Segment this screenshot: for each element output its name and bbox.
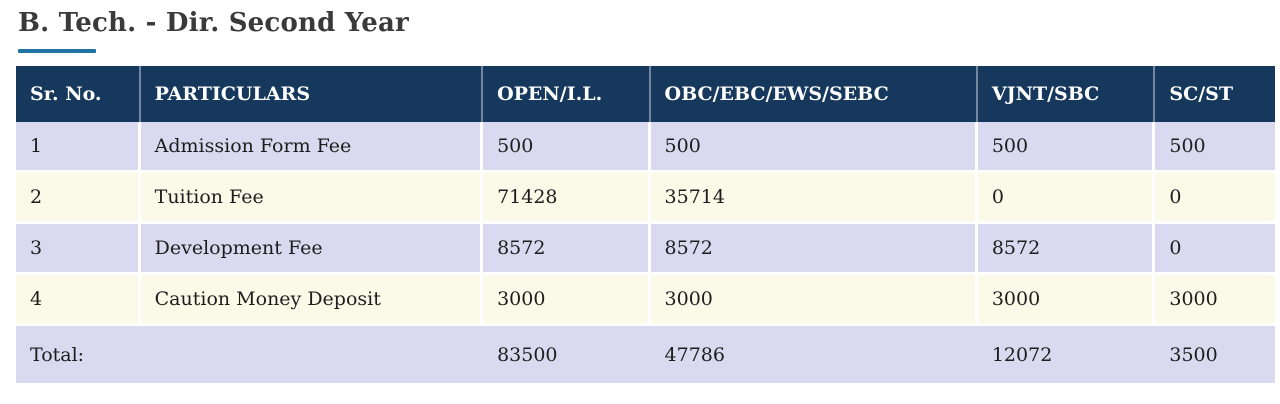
table-row: 1 Admission Form Fee 500 500 500 500 xyxy=(16,122,1275,173)
fee-cell: 3000 xyxy=(977,275,1156,326)
table-row: 2 Tuition Fee 71428 35714 0 0 xyxy=(16,173,1275,224)
fee-cell: 8572 xyxy=(977,224,1156,275)
fee-cell: 3000 xyxy=(1155,275,1275,326)
column-header-sc-st: SC/ST xyxy=(1155,66,1275,122)
particulars-cell: Development Fee xyxy=(140,224,484,275)
fee-cell: 0 xyxy=(1155,224,1275,275)
sr-no-cell: 3 xyxy=(16,224,141,275)
fee-cell: 500 xyxy=(483,122,651,173)
fee-cell: 500 xyxy=(650,122,978,173)
fees-table-container: Sr. No. PARTICULARS OPEN/I.L. OBC/EBC/EW… xyxy=(16,66,1275,383)
fee-cell: 3000 xyxy=(483,275,651,326)
page-title: B. Tech. - Dir. Second Year xyxy=(18,8,409,38)
column-header-particulars: PARTICULARS xyxy=(140,66,484,122)
total-row: Total: 83500 47786 12072 3500 xyxy=(16,326,1275,383)
fee-cell: 71428 xyxy=(483,173,651,224)
fee-cell: 500 xyxy=(977,122,1156,173)
fees-table: Sr. No. PARTICULARS OPEN/I.L. OBC/EBC/EW… xyxy=(16,66,1275,383)
fee-cell: 500 xyxy=(1155,122,1275,173)
particulars-cell: Admission Form Fee xyxy=(140,122,484,173)
fee-cell: 0 xyxy=(977,173,1156,224)
fee-cell: 35714 xyxy=(650,173,978,224)
fee-cell: 0 xyxy=(1155,173,1275,224)
table-row: 3 Development Fee 8572 8572 8572 0 xyxy=(16,224,1275,275)
column-header-obc-ebc-ews-sebc: OBC/EBC/EWS/SEBC xyxy=(650,66,978,122)
column-header-vjnt-sbc: VJNT/SBC xyxy=(977,66,1156,122)
sr-no-cell: 4 xyxy=(16,275,141,326)
fee-cell: 3000 xyxy=(650,275,978,326)
column-header-open-il: OPEN/I.L. xyxy=(483,66,651,122)
particulars-cell: Tuition Fee xyxy=(140,173,484,224)
total-label-cell: Total: xyxy=(16,326,484,383)
total-fee-cell: 12072 xyxy=(977,326,1156,383)
fee-cell: 8572 xyxy=(483,224,651,275)
particulars-cell: Caution Money Deposit xyxy=(140,275,484,326)
table-row: 4 Caution Money Deposit 3000 3000 3000 3… xyxy=(16,275,1275,326)
total-fee-cell: 3500 xyxy=(1155,326,1275,383)
title-accent-underline xyxy=(18,49,96,53)
fee-cell: 8572 xyxy=(650,224,978,275)
column-header-sr-no: Sr. No. xyxy=(16,66,141,122)
sr-no-cell: 1 xyxy=(16,122,141,173)
total-fee-cell: 47786 xyxy=(650,326,978,383)
table-header-row: Sr. No. PARTICULARS OPEN/I.L. OBC/EBC/EW… xyxy=(16,66,1275,122)
total-fee-cell: 83500 xyxy=(483,326,651,383)
sr-no-cell: 2 xyxy=(16,173,141,224)
